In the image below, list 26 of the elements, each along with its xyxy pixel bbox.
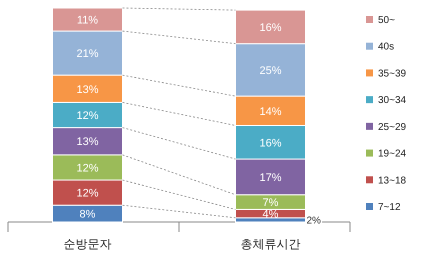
x-tick-label: 총체류시간: [240, 237, 300, 251]
data-label: 12%: [76, 110, 99, 122]
legend-label: 19~24: [378, 148, 407, 160]
data-label: 11%: [76, 14, 98, 27]
data-label: 12%: [76, 188, 99, 200]
data-label: 16%: [259, 22, 282, 34]
data-label: 4%: [262, 208, 279, 221]
data-label: 16%: [259, 137, 282, 150]
data-label: 14%: [259, 106, 282, 118]
data-label: 13%: [76, 136, 99, 148]
legend-label: 50~: [378, 15, 396, 26]
data-label: 17%: [259, 172, 282, 184]
x-tick-label: 순방문자: [64, 237, 112, 251]
legend-label: 30~34: [378, 95, 407, 106]
legend-label: 40s: [378, 42, 394, 53]
data-label: 21%: [76, 48, 99, 60]
legend-label: 25~29: [378, 122, 407, 133]
legend-label: 7~12: [378, 202, 401, 213]
data-label: 12%: [76, 162, 99, 174]
data-label: 25%: [259, 64, 282, 77]
data-label: 7%: [262, 197, 279, 210]
data-label: 13%: [76, 84, 99, 96]
legend-label: 13~18: [378, 175, 407, 186]
legend-label: 35~39: [378, 68, 407, 80]
data-label: 2%: [306, 215, 322, 226]
data-label: 8%: [80, 208, 96, 221]
